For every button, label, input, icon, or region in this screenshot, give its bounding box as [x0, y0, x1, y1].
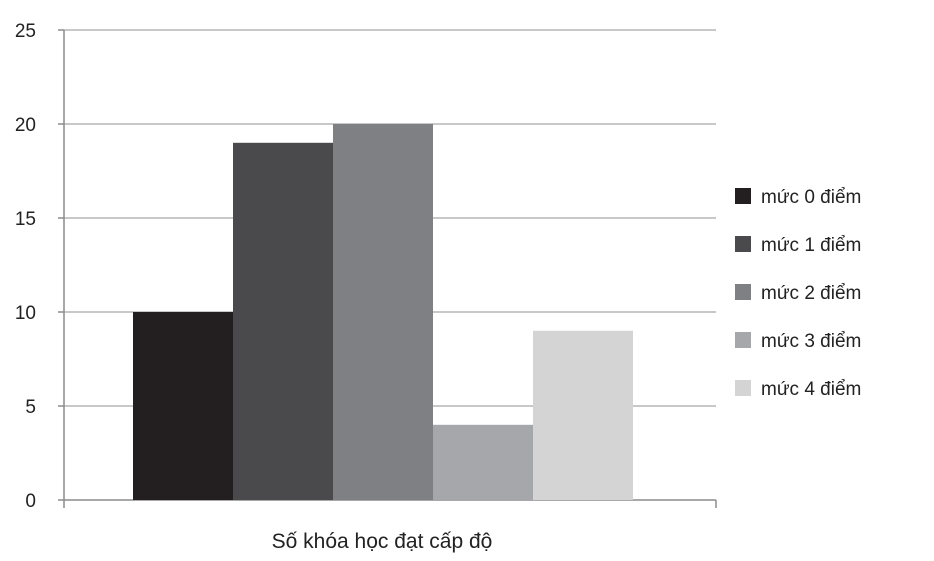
legend-swatch: [735, 284, 751, 300]
legend-item: mức 4 điểm: [735, 379, 861, 400]
legend-swatch: [735, 380, 751, 396]
bar-series-3: [433, 424, 533, 500]
y-tick-label: 15: [15, 209, 36, 230]
legend-label: mức 1 điểm: [761, 235, 861, 256]
bar-series-4: [533, 330, 633, 500]
legend-label: mức 4 điểm: [761, 379, 861, 400]
legend-swatch: [735, 188, 751, 204]
legend-item: mức 3 điểm: [735, 331, 861, 352]
legend-item: mức 2 điểm: [735, 283, 861, 304]
legend: mức 0 điểm mức 1 điểm mức 2 điểm mức 3 điểm…: [735, 187, 861, 400]
legend-label: mức 2 điểm: [761, 283, 861, 304]
y-tick-label: 10: [15, 303, 36, 324]
y-tick-label: 25: [15, 21, 36, 42]
legend-item: mức 0 điểm: [735, 187, 861, 208]
y-tick-label: 0: [25, 491, 36, 512]
y-tick-label: 20: [15, 115, 36, 136]
y-tick-label: 5: [25, 397, 36, 418]
legend-item: mức 1 điểm: [735, 235, 861, 256]
x-axis-label: Số khóa học đạt cấp độ: [272, 530, 493, 553]
y-axis-tick-labels: 0 5 10 15 20 25: [15, 21, 36, 512]
legend-label: mức 0 điểm: [761, 187, 861, 208]
bars: [133, 124, 633, 501]
bar-series-1: [233, 142, 333, 501]
bar-series-2: [333, 124, 433, 500]
legend-label: mức 3 điểm: [761, 331, 861, 352]
bar-series-0: [133, 312, 233, 500]
legend-swatch: [735, 332, 751, 348]
legend-swatch: [735, 236, 751, 252]
